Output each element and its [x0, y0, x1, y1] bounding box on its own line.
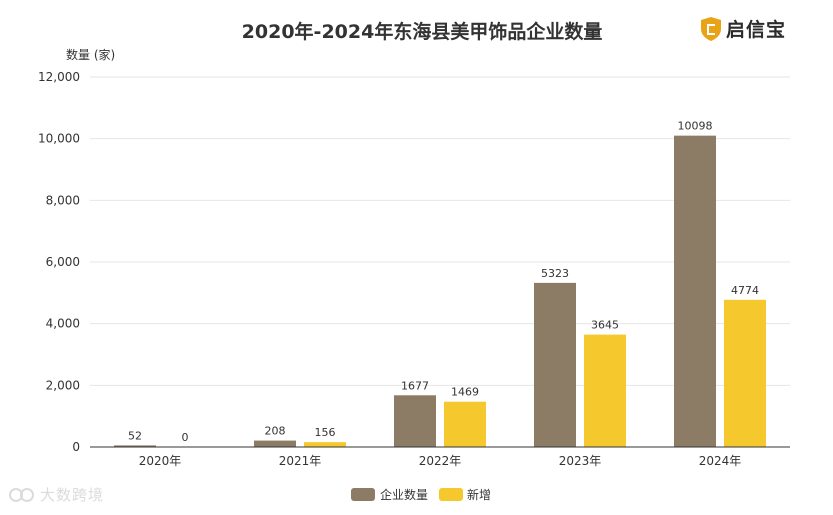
legend-label: 新增: [467, 487, 491, 502]
data-label: 208: [265, 425, 286, 438]
data-label: 4774: [731, 284, 759, 297]
bar-new-added: [724, 299, 766, 447]
data-label: 1469: [451, 386, 479, 399]
data-labels: 52 0 208 156 1677 1469 5323 3645 10098 4774: [128, 120, 759, 444]
bar-new-added: [444, 401, 486, 447]
x-tick-label: 2023年: [559, 454, 602, 468]
bar-enterprise-count: [114, 445, 156, 447]
bars: [114, 135, 766, 447]
brand-logo: 启信宝: [700, 15, 786, 42]
data-label: 10098: [678, 120, 713, 133]
legend-swatch: [351, 488, 375, 501]
data-label: 3645: [591, 319, 619, 332]
x-tick-label: 2022年: [419, 454, 462, 468]
data-label: 156: [315, 426, 336, 439]
legend-swatch: [439, 488, 463, 501]
data-label: 52: [128, 429, 142, 442]
x-tick-label: 2021年: [279, 454, 322, 468]
y-tick-label: 10,000: [38, 132, 80, 146]
y-tick-label: 8,000: [46, 193, 80, 207]
x-axis-ticks: 2020年 2021年 2022年 2023年 2024年: [139, 454, 742, 468]
x-tick-label: 2020年: [139, 454, 182, 468]
bar-enterprise-count: [534, 282, 576, 447]
legend-label: 企业数量: [380, 487, 428, 502]
x-tick-label: 2024年: [699, 454, 742, 468]
data-label: 0: [182, 431, 189, 444]
chart-title: 2020年-2024年东海县美甲饰品企业数量: [242, 20, 603, 43]
grid-lines: [90, 76, 790, 386]
y-tick-label: 2,000: [46, 378, 80, 392]
bar-enterprise-count: [674, 135, 716, 447]
shield-logo-icon: [701, 16, 721, 41]
y-tick-label: 6,000: [46, 255, 80, 269]
legend: 企业数量 新增: [351, 487, 491, 502]
watermark-text: 大数跨境: [40, 486, 105, 504]
bar-new-added: [584, 334, 626, 447]
y-tick-label: 12,000: [38, 70, 80, 84]
y-axis-label: 数量 (家): [66, 47, 115, 62]
bar-enterprise-count: [394, 395, 436, 447]
watermark: 大数跨境: [8, 484, 104, 505]
data-label: 5323: [541, 267, 569, 280]
brand-name: 启信宝: [726, 19, 787, 41]
data-label: 1677: [401, 379, 429, 392]
y-tick-label: 4,000: [46, 317, 80, 331]
bar-enterprise-count: [254, 440, 296, 447]
watermark-logo-icon: [9, 487, 34, 502]
bar-new-added: [304, 442, 346, 447]
y-tick-label: 0: [72, 440, 80, 454]
y-axis-ticks: 0 2,000 4,000 6,000 8,000 10,000 12,000: [38, 70, 80, 454]
